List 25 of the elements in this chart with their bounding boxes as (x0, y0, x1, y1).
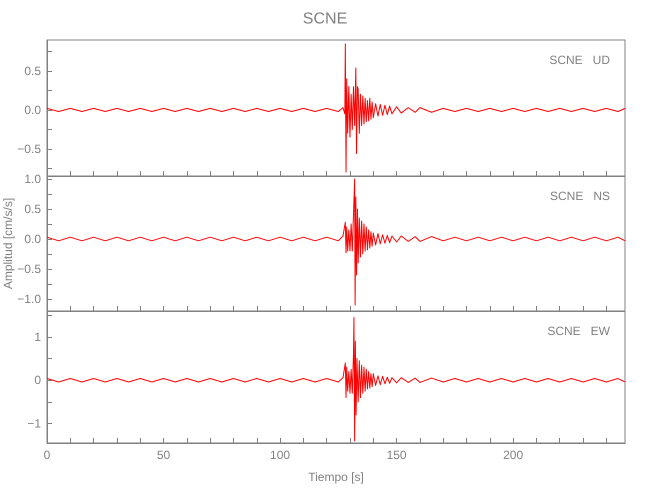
x-tick-label: 200 (503, 448, 524, 462)
y-tick-label: 1 (34, 330, 42, 344)
y-tick-label: −1 (27, 416, 42, 431)
text: SCNE NS (550, 189, 610, 203)
x-tick-label: 100 (270, 448, 290, 462)
chart-title: SCNE (302, 10, 348, 28)
line-series (46, 178, 626, 306)
x-tick-label: 150 (386, 448, 407, 462)
y-axis-title: Amplitud [cm/s/s] (1, 198, 15, 290)
text: SCNE UD (549, 53, 610, 67)
y-tick-label: 0.0 (24, 232, 42, 246)
line-series (46, 43, 626, 173)
line-series (46, 316, 626, 442)
y-tick-label: 0.5 (24, 202, 42, 216)
x-tick-label: 0 (44, 448, 51, 462)
y-tick-label: −0.5 (17, 262, 42, 276)
x-axis-title: Tiempo [s] (308, 470, 364, 484)
y-tick-label: −1.0 (17, 292, 42, 306)
x-tick-label: 50 (156, 448, 171, 462)
text: SCNE EW (547, 324, 611, 338)
y-tick-label: −0.5 (17, 142, 42, 156)
y-tick-label: 0.5 (24, 64, 42, 78)
y-tick-label: 0 (34, 373, 42, 388)
y-tick-label: 1.0 (24, 172, 42, 186)
y-tick-label: 0.0 (24, 102, 42, 117)
